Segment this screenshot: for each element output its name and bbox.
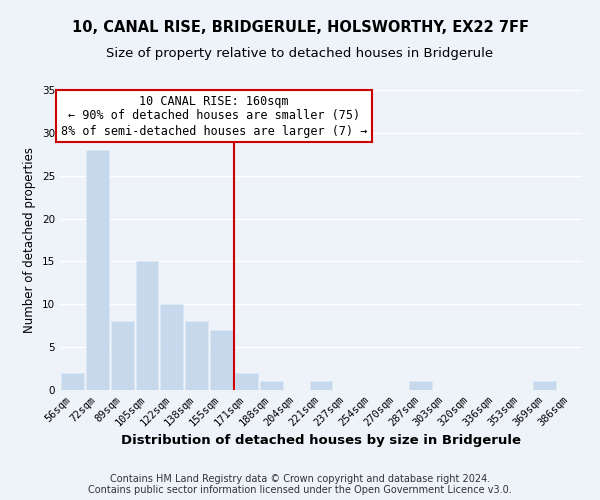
Bar	[136, 262, 158, 390]
Bar	[409, 382, 432, 390]
Bar	[235, 373, 258, 390]
Bar	[260, 382, 283, 390]
Y-axis label: Number of detached properties: Number of detached properties	[23, 147, 37, 333]
Bar	[310, 382, 332, 390]
Text: Contains public sector information licensed under the Open Government Licence v3: Contains public sector information licen…	[88, 485, 512, 495]
Bar	[185, 322, 208, 390]
Bar	[160, 304, 183, 390]
Bar	[111, 322, 134, 390]
Bar	[61, 373, 84, 390]
Bar	[533, 382, 556, 390]
Text: 10 CANAL RISE: 160sqm
← 90% of detached houses are smaller (75)
8% of semi-detac: 10 CANAL RISE: 160sqm ← 90% of detached …	[61, 94, 367, 138]
Text: Contains HM Land Registry data © Crown copyright and database right 2024.: Contains HM Land Registry data © Crown c…	[110, 474, 490, 484]
Bar	[210, 330, 233, 390]
Text: Size of property relative to detached houses in Bridgerule: Size of property relative to detached ho…	[106, 48, 494, 60]
Bar	[86, 150, 109, 390]
Text: 10, CANAL RISE, BRIDGERULE, HOLSWORTHY, EX22 7FF: 10, CANAL RISE, BRIDGERULE, HOLSWORTHY, …	[71, 20, 529, 35]
X-axis label: Distribution of detached houses by size in Bridgerule: Distribution of detached houses by size …	[121, 434, 521, 447]
